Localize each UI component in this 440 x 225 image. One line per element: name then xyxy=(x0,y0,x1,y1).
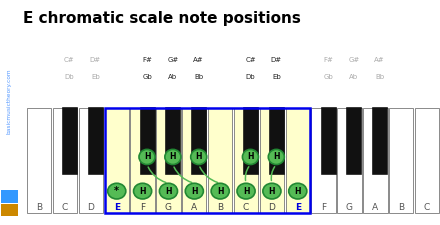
Text: Db: Db xyxy=(246,74,255,80)
Bar xyxy=(62,107,77,173)
Text: Bb: Bb xyxy=(194,74,203,80)
Text: D: D xyxy=(268,203,275,212)
Text: E: E xyxy=(114,203,120,212)
Text: H: H xyxy=(294,187,301,196)
Text: D#: D# xyxy=(90,57,101,63)
Bar xyxy=(1,204,18,216)
Text: Db: Db xyxy=(65,74,74,80)
Text: B: B xyxy=(217,203,223,212)
Text: A: A xyxy=(372,203,378,212)
Bar xyxy=(191,107,206,173)
Bar xyxy=(208,108,232,213)
Ellipse shape xyxy=(263,183,281,199)
Text: H: H xyxy=(195,153,202,162)
Bar xyxy=(260,108,284,213)
Text: Ab: Ab xyxy=(349,74,359,80)
Text: H: H xyxy=(243,187,249,196)
Text: H: H xyxy=(144,153,150,162)
Text: Gb: Gb xyxy=(323,74,333,80)
Text: H: H xyxy=(247,153,254,162)
Bar xyxy=(53,108,77,213)
Bar xyxy=(389,108,413,213)
Text: Gb: Gb xyxy=(142,74,152,80)
Ellipse shape xyxy=(139,149,155,164)
Text: B: B xyxy=(398,203,404,212)
Text: Eb: Eb xyxy=(91,74,99,80)
Bar xyxy=(372,107,387,173)
Bar xyxy=(1,190,18,202)
Text: G: G xyxy=(346,203,353,212)
Bar xyxy=(312,108,336,213)
Bar xyxy=(156,108,181,213)
Bar xyxy=(182,108,206,213)
Text: G#: G# xyxy=(348,57,359,63)
Text: H: H xyxy=(169,153,176,162)
Text: G#: G# xyxy=(167,57,179,63)
Text: H: H xyxy=(191,187,198,196)
Ellipse shape xyxy=(159,183,177,199)
Bar xyxy=(79,108,103,213)
Text: G: G xyxy=(165,203,172,212)
Bar xyxy=(337,108,362,213)
Text: E chromatic scale note positions: E chromatic scale note positions xyxy=(23,11,301,26)
Ellipse shape xyxy=(211,183,229,199)
Ellipse shape xyxy=(191,149,207,164)
Bar xyxy=(105,108,310,213)
Ellipse shape xyxy=(165,149,181,164)
Ellipse shape xyxy=(242,149,258,164)
Bar xyxy=(88,107,103,173)
Text: H: H xyxy=(139,187,146,196)
Text: D: D xyxy=(88,203,94,212)
Bar xyxy=(363,108,388,213)
Bar xyxy=(346,107,361,173)
Text: H: H xyxy=(269,187,275,196)
Bar xyxy=(234,108,258,213)
Text: *: * xyxy=(114,186,119,196)
Text: F: F xyxy=(321,203,326,212)
Text: A#: A# xyxy=(374,57,385,63)
Bar xyxy=(139,107,154,173)
Text: A#: A# xyxy=(194,57,204,63)
Text: D#: D# xyxy=(271,57,282,63)
Bar xyxy=(165,107,180,173)
Ellipse shape xyxy=(289,183,307,199)
Text: H: H xyxy=(165,187,172,196)
Text: B: B xyxy=(36,203,42,212)
Text: C: C xyxy=(62,203,68,212)
Bar xyxy=(105,108,129,213)
Text: Bb: Bb xyxy=(375,74,384,80)
Bar xyxy=(269,107,284,173)
Text: C: C xyxy=(424,203,430,212)
Text: Ab: Ab xyxy=(169,74,177,80)
Text: A: A xyxy=(191,203,198,212)
Text: H: H xyxy=(217,187,224,196)
Text: Eb: Eb xyxy=(272,74,281,80)
Ellipse shape xyxy=(108,183,126,199)
Bar xyxy=(27,108,51,213)
Ellipse shape xyxy=(134,183,152,199)
Bar xyxy=(130,108,155,213)
Text: E: E xyxy=(295,203,301,212)
Text: basicmusictheory.com: basicmusictheory.com xyxy=(7,68,12,134)
Ellipse shape xyxy=(268,149,284,164)
Text: F#: F# xyxy=(323,57,333,63)
Text: C#: C# xyxy=(64,57,75,63)
Ellipse shape xyxy=(185,183,203,199)
Text: F: F xyxy=(140,203,145,212)
Bar xyxy=(286,108,310,213)
Bar xyxy=(320,107,336,173)
Text: H: H xyxy=(273,153,279,162)
Text: F#: F# xyxy=(142,57,152,63)
Text: C: C xyxy=(243,203,249,212)
Ellipse shape xyxy=(237,183,255,199)
Text: C#: C# xyxy=(245,57,256,63)
Bar xyxy=(243,107,258,173)
Bar xyxy=(415,108,439,213)
